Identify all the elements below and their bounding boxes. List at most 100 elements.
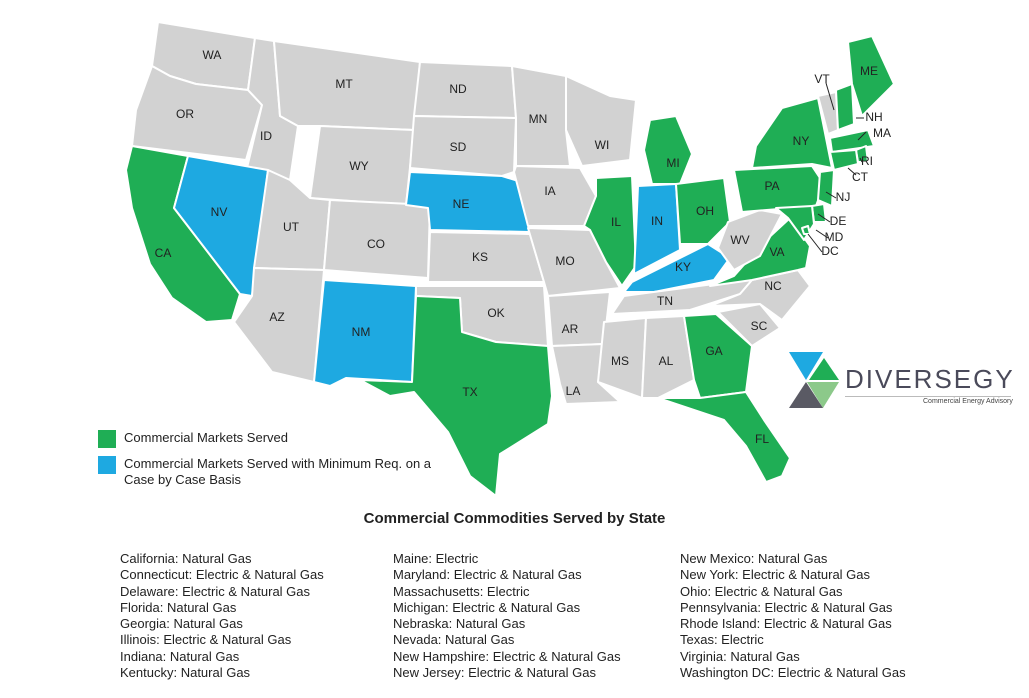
state-label-de: DE [830,214,847,228]
state-label-ga: GA [705,344,722,358]
logo-divider [845,396,1011,397]
state-label-la: LA [566,384,581,398]
state-label-az: AZ [269,310,284,324]
state-label-ut: UT [283,220,300,234]
state-label-sd: SD [450,140,467,154]
commodity-item: Connecticut: Electric & Natural Gas [120,567,324,583]
state-label-md: MD [825,230,844,244]
legend-served-label: Commercial Markets Served [124,430,288,445]
state-label-va: VA [769,245,784,259]
commodities-column-2: Maine: Electric Maryland: Electric & Natu… [393,551,621,681]
label-leader-line [815,229,829,239]
commodity-item: Nebraska: Natural Gas [393,616,526,632]
commodity-item: Florida: Natural Gas [120,599,237,615]
state-label-ks: KS [472,250,488,264]
state-label-ma: MA [873,126,891,140]
label-leader-line [857,131,867,141]
commodity-item: Maine: Electric [393,551,479,566]
legend-min-req: Commercial Markets Served with Minimum R… [98,456,454,488]
commodity-item: Rhode Island: Electric & Natural Gas [680,616,892,632]
state-al [641,315,695,399]
state-label-nv: NV [211,205,228,219]
state-dc [801,225,811,235]
commodity-item: California: Natural Gas [120,551,252,566]
legend-min-req-swatch [98,456,116,474]
state-label-nm: NM [352,325,371,339]
commodity-item: New Jersey: Electric & Natural Gas [393,665,597,681]
legend-served: Commercial Markets Served [98,430,288,448]
label-leader-line [847,167,857,176]
commodity-item: Delaware: Electric & Natural Gas [120,583,311,599]
state-me [847,35,895,117]
state-wi [565,75,637,167]
state-label-ia: IA [544,184,555,198]
state-label-nc: NC [764,279,782,293]
state-nj [817,169,835,207]
commodity-item: Nevada: Natural Gas [393,632,515,648]
label-leader-line [825,82,835,111]
state-sd [409,115,517,177]
state-label-mi: MI [666,156,679,170]
state-label-nj: NJ [836,190,851,204]
commodity-item: Illinois: Electric & Natural Gas [120,632,292,648]
commodity-item: Indiana: Natural Gas [120,648,240,664]
state-ne [405,171,531,233]
commodity-item: Pennsylvania: Electric & Natural Gas [680,599,893,615]
commodity-item: New Hampshire: Electric & Natural Gas [393,648,621,664]
state-il [583,175,637,287]
logo-tagline: Commercial Energy Advisory [923,398,1013,405]
state-nc [709,269,811,321]
state-label-wi: WI [595,138,610,152]
state-label-ar: AR [562,322,579,336]
state-label-or: OR [176,107,194,121]
state-label-al: AL [659,354,674,368]
state-label-mo: MO [555,254,574,268]
state-in [633,183,681,275]
us-states-map: WA OR CA ID NV MT WY UT AZ CO NM ND SD NE KS OK TX MN IA MO… [125,21,895,497]
commodity-item: New Mexico: Natural Gas [680,551,828,566]
commodity-item: Virginia: Natural Gas [680,648,800,664]
state-label-sc: SC [751,319,768,333]
state-label-nh: NH [865,110,882,124]
state-label-tn: TN [657,294,673,308]
commodity-item: Georgia: Natural Gas [120,616,243,632]
state-label-ky: KY [675,260,691,274]
state-label-ct: CT [852,170,869,184]
state-ky [623,243,731,293]
logo-wordmark: DIVERSEGY [845,364,1015,394]
state-label-ok: OK [487,306,504,320]
state-sc [717,303,781,347]
state-ct [829,149,859,171]
label-leader-line [817,213,831,223]
state-tx [359,295,553,497]
state-label-mt: MT [335,77,353,91]
state-fl [657,391,791,483]
state-label-nd: ND [449,82,467,96]
commodity-item: Texas: Electric [680,632,764,648]
commodities-column-1: California: Natural Gas Connecticut: Elec… [120,551,324,681]
state-label-oh: OH [696,204,714,218]
state-label-in: IN [651,214,663,228]
legend-min-req-label: Commercial Markets Served with Minimum R… [124,456,432,487]
label-leader-line [859,157,863,163]
commodity-item: Ohio: Electric & Natural Gas [680,583,843,599]
legend-served-swatch [98,430,116,448]
state-nh [835,83,855,131]
state-ma [829,129,875,153]
state-label-ms: MS [611,354,629,368]
commodity-item: Michigan: Electric & Natural Gas [393,599,581,615]
label-leader-line [825,191,837,199]
state-label-wy: WY [349,159,368,173]
state-label-vt: VT [814,72,830,86]
commodity-item: Massachusetts: Electric [393,583,530,599]
commodities-title: Commercial Commodities Served by State [363,510,666,527]
state-ny [751,97,833,169]
state-label-pa: PA [764,179,779,193]
state-label-il: IL [611,215,621,229]
commodity-item: Washington DC: Electric & Natural Gas [680,665,906,681]
commodity-item: Maryland: Electric & Natural Gas [393,567,582,583]
logo-mark-icon [789,352,839,408]
commodity-item: Kentucky: Natural Gas [120,665,251,681]
state-label-ny: NY [793,134,810,148]
state-label-tx: TX [462,385,477,399]
